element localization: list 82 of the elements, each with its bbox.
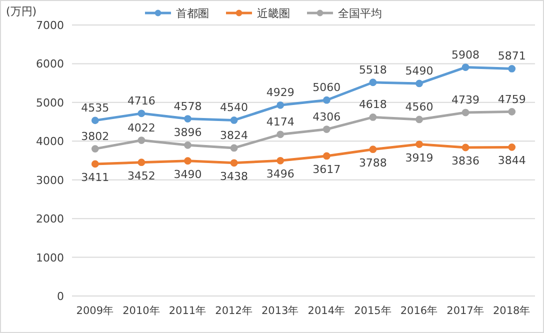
point xyxy=(276,156,284,164)
point xyxy=(230,159,238,167)
y-axis-title: (万円) xyxy=(6,5,37,18)
y-tick-label: 7000 xyxy=(36,19,64,32)
legend-label: 首都圏 xyxy=(176,7,209,20)
data-label: 4716 xyxy=(127,94,156,108)
data-label: 4560 xyxy=(405,100,434,114)
data-label: 4618 xyxy=(358,98,387,112)
data-label: 4540 xyxy=(220,101,248,114)
data-label: 5518 xyxy=(358,63,387,76)
data-label: 4174 xyxy=(266,115,294,128)
point xyxy=(184,141,192,149)
point xyxy=(91,145,99,153)
data-label: 5060 xyxy=(312,81,341,94)
data-label: 3802 xyxy=(81,130,110,143)
point xyxy=(322,96,330,104)
point xyxy=(369,114,377,121)
point xyxy=(276,101,284,109)
data-label: 3919 xyxy=(405,151,434,164)
x-tick-label: 2012年 xyxy=(215,305,253,317)
y-tick-label: 2000 xyxy=(36,212,64,226)
data-label: 3438 xyxy=(220,170,248,183)
legend-label: 全国平均 xyxy=(338,7,382,20)
point xyxy=(91,116,99,124)
point xyxy=(462,144,470,152)
x-tick-label: 2011年 xyxy=(168,305,207,317)
point xyxy=(184,157,192,165)
x-tick-label: 2016年 xyxy=(400,305,438,317)
point xyxy=(276,130,284,138)
point xyxy=(416,116,423,124)
data-label: 4739 xyxy=(452,94,480,107)
y-tick-label: 6000 xyxy=(36,58,64,71)
data-label: 3411 xyxy=(81,170,110,184)
data-label: 3788 xyxy=(358,156,387,170)
data-label: 3617 xyxy=(312,162,341,176)
point xyxy=(322,126,330,133)
data-label: 5490 xyxy=(405,64,434,78)
data-label: 3452 xyxy=(127,169,156,182)
legend-label: 近畿圏 xyxy=(257,7,290,20)
point xyxy=(508,108,516,116)
data-label: 4578 xyxy=(174,100,202,113)
point xyxy=(416,80,423,88)
point xyxy=(230,116,238,124)
point xyxy=(184,115,192,122)
point xyxy=(91,160,99,168)
x-tick-label: 2010年 xyxy=(122,305,160,317)
y-tick-label: 1000 xyxy=(36,251,64,264)
y-tick-label: 3000 xyxy=(36,174,64,187)
data-label: 3490 xyxy=(174,168,202,181)
y-tick-label: 5000 xyxy=(36,96,64,110)
data-label: 3844 xyxy=(498,154,526,168)
data-label: 3824 xyxy=(220,128,248,142)
x-tick-label: 2013年 xyxy=(261,305,300,317)
point xyxy=(508,65,516,72)
data-label: 4759 xyxy=(498,92,526,106)
point xyxy=(230,144,238,152)
y-tick-label: 4000 xyxy=(36,135,64,148)
x-tick-label: 2018年 xyxy=(492,305,531,317)
point xyxy=(138,158,146,166)
data-label: 4022 xyxy=(127,121,156,134)
point xyxy=(138,136,146,144)
data-label: 4535 xyxy=(81,101,110,114)
x-tick-label: 2015年 xyxy=(354,305,392,317)
data-label: 5908 xyxy=(452,48,480,62)
point xyxy=(508,143,516,151)
point xyxy=(416,140,423,148)
point xyxy=(369,146,377,154)
point xyxy=(462,64,470,71)
point xyxy=(369,78,377,86)
point xyxy=(138,110,146,118)
data-label: 4306 xyxy=(312,110,341,124)
x-tick-label: 2017年 xyxy=(446,305,484,317)
x-tick-label: 2009年 xyxy=(76,305,114,317)
data-label: 3836 xyxy=(452,154,480,168)
data-label: 5871 xyxy=(498,50,526,63)
data-label: 4929 xyxy=(266,86,294,100)
point xyxy=(322,152,330,160)
x-tick-label: 2014年 xyxy=(308,305,346,317)
data-label: 3896 xyxy=(174,126,202,140)
data-label: 3496 xyxy=(266,168,294,181)
y-tick-label: 0 xyxy=(57,290,64,303)
point xyxy=(462,108,470,116)
